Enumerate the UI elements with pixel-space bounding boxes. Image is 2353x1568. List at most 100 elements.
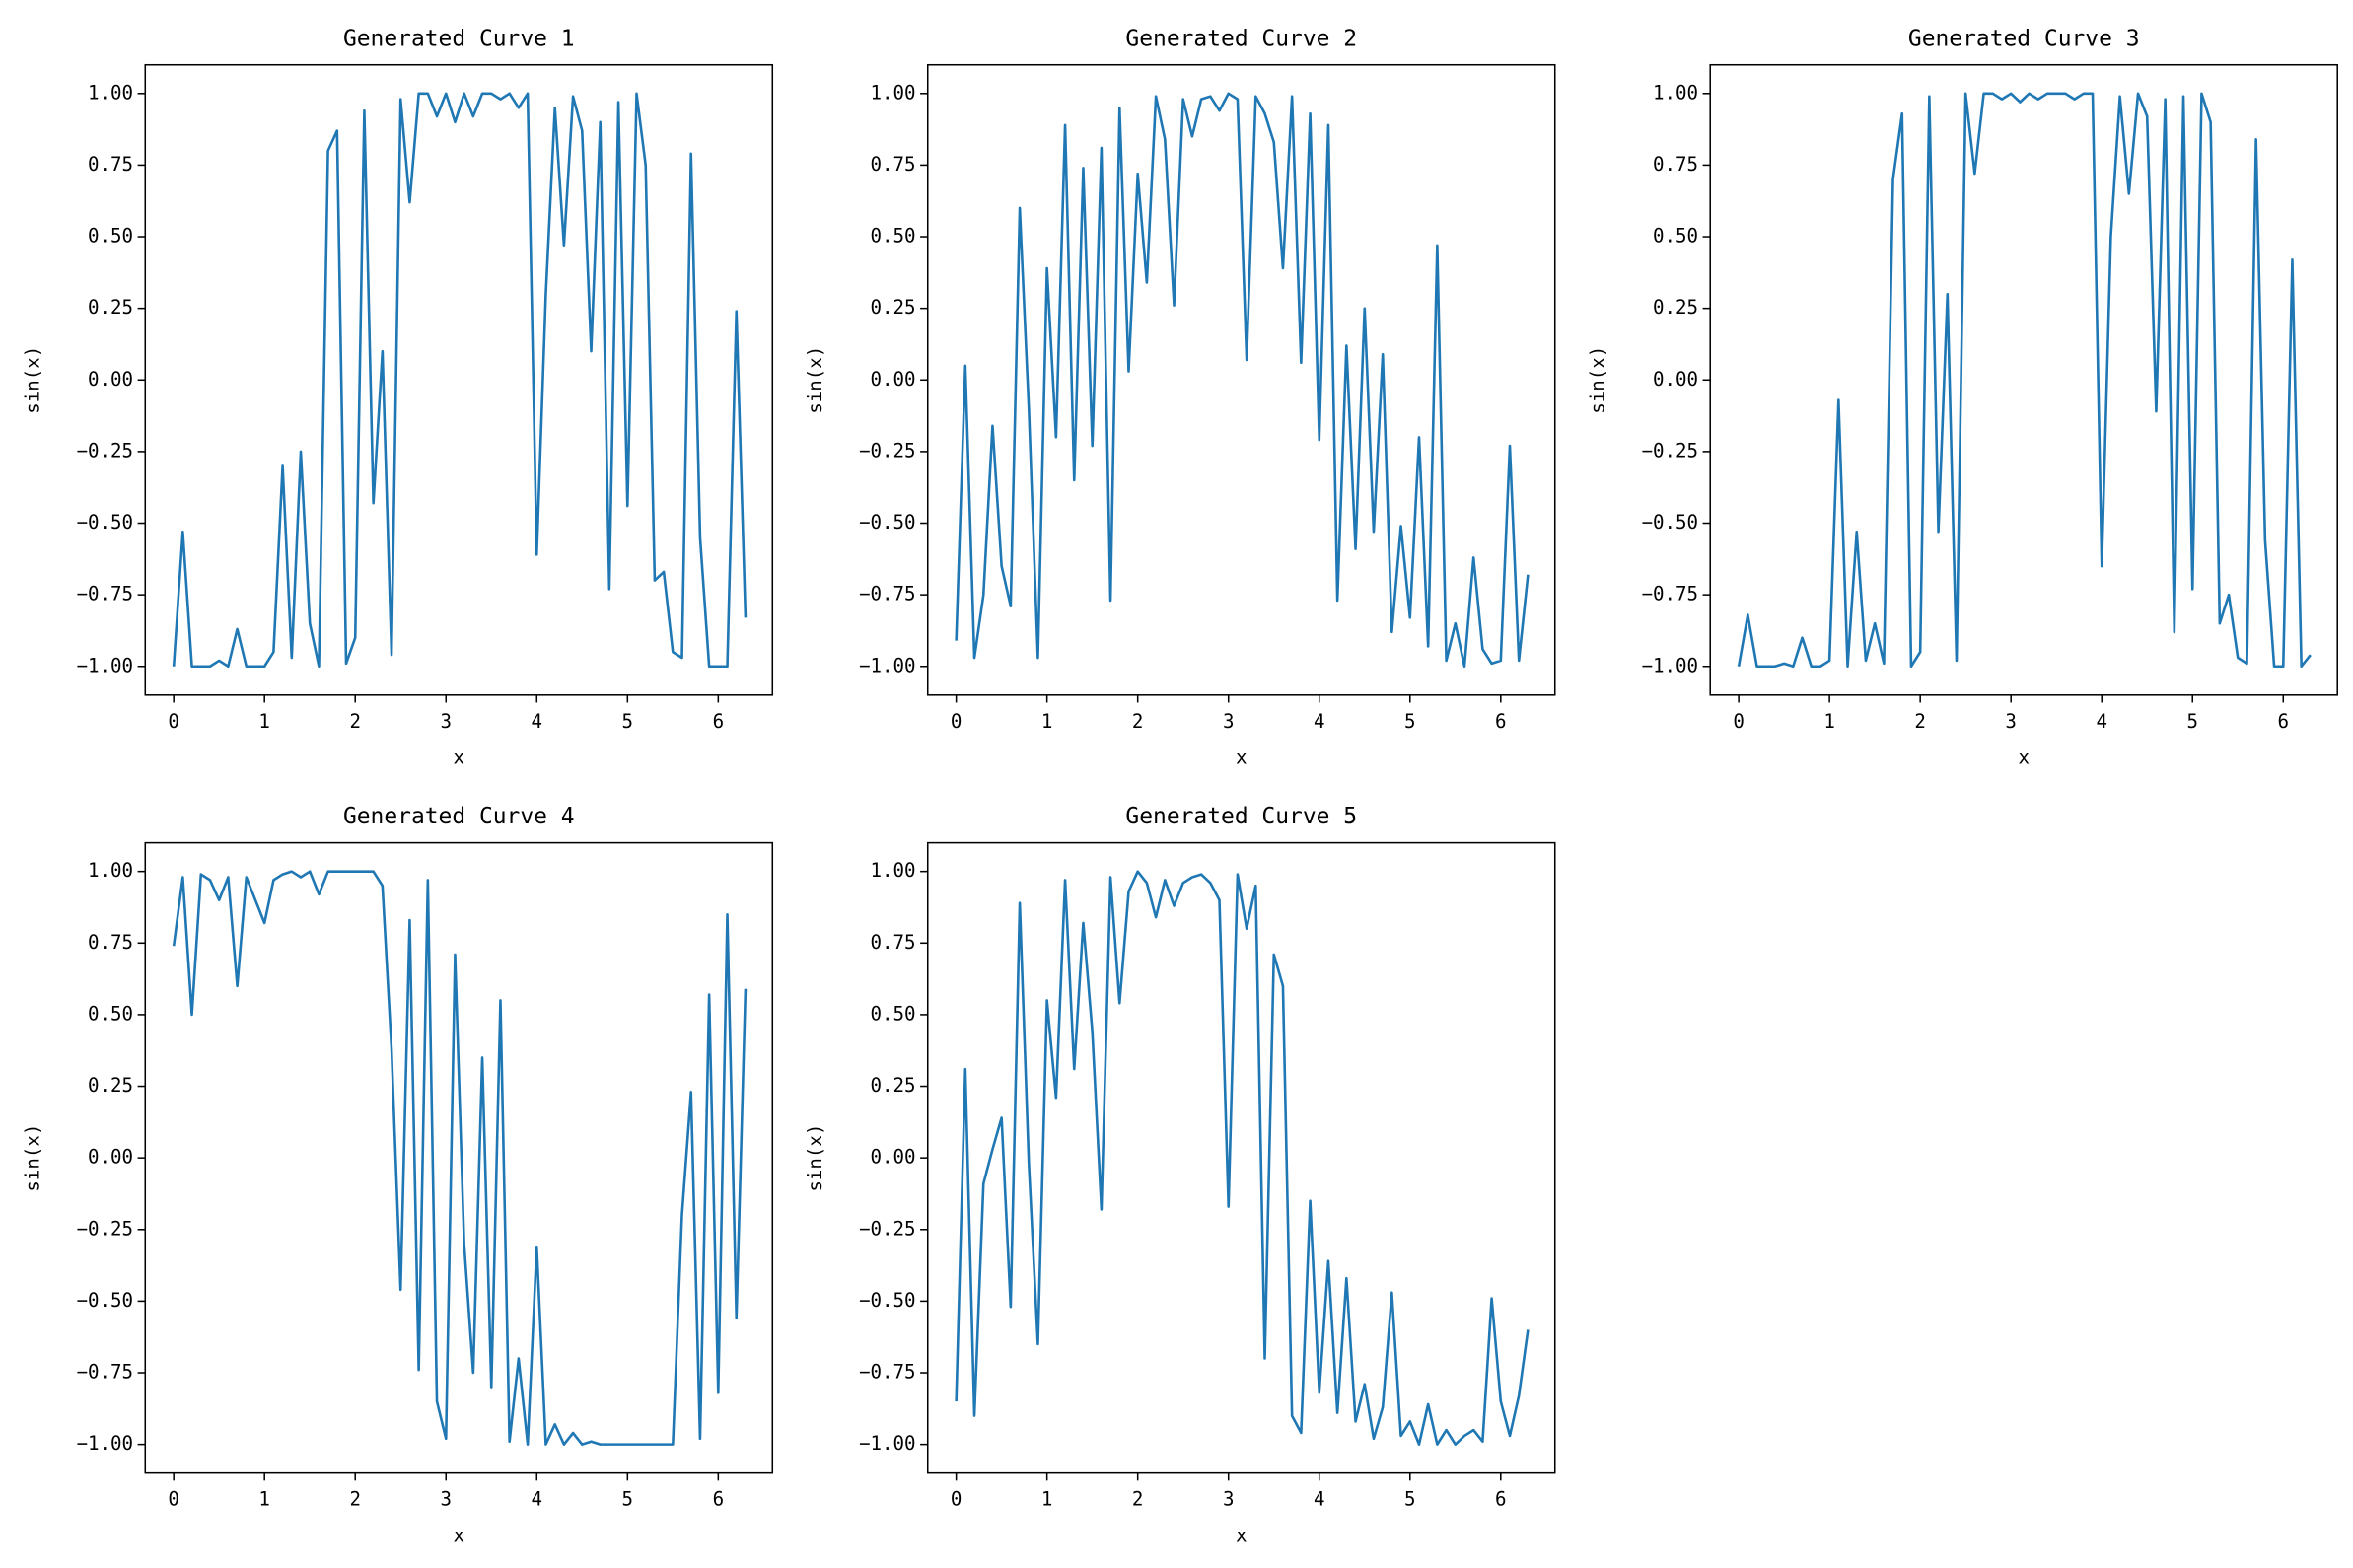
x-tick-label: 1 (1823, 710, 1835, 733)
x-tick-label: 1 (1041, 1488, 1053, 1511)
y-tick-label: 0.75 (870, 153, 915, 176)
x-tick-label: 4 (2096, 710, 2107, 733)
x-tick-label: 0 (1733, 710, 1745, 733)
plot-frame (1709, 63, 2338, 696)
y-tick-label: −0.75 (77, 583, 134, 606)
y-tick-label: 0.25 (88, 1074, 133, 1097)
y-tick-label: 0.75 (1653, 153, 1698, 176)
x-tick-label: 2 (1914, 710, 1926, 733)
y-axis-label: sin(x) (804, 1124, 826, 1192)
x-tick-label: 0 (951, 1488, 963, 1511)
y-tick-label: 1.00 (88, 81, 133, 104)
y-tick-label: −1.00 (77, 1432, 134, 1455)
y-tick-label: −0.50 (859, 511, 916, 534)
y-tick-label: 0.50 (870, 1002, 915, 1025)
y-tick-label: −0.50 (859, 1289, 916, 1312)
x-tick-label: 3 (440, 710, 452, 733)
x-tick-label: 3 (1223, 710, 1235, 733)
x-tick-label: 0 (168, 1488, 179, 1511)
y-axis-label: sin(x) (804, 346, 826, 414)
x-axis-label: x (1236, 747, 1248, 769)
plot-frame (926, 63, 1556, 696)
y-tick-label: 0.00 (1653, 368, 1698, 391)
y-tick-label: 0.75 (88, 153, 133, 176)
plot-frame (144, 841, 774, 1474)
x-tick-label: 6 (713, 1488, 725, 1511)
y-tick-label: −1.00 (859, 654, 916, 677)
y-tick-label: 0.25 (870, 296, 915, 319)
x-axis-label: x (1236, 1524, 1248, 1546)
y-tick-label: −0.25 (77, 1217, 134, 1240)
y-tick-label: 1.00 (870, 81, 915, 104)
y-tick-label: 1.00 (1653, 81, 1698, 104)
data-line (1737, 92, 2312, 669)
y-tick-label: 0.25 (1653, 296, 1698, 319)
plot-frame (926, 841, 1556, 1474)
x-tick-label: 0 (168, 710, 179, 733)
data-line (172, 92, 748, 669)
x-tick-label: 4 (532, 710, 543, 733)
y-tick-label: 0.00 (88, 368, 133, 391)
y-tick-label: 0.00 (870, 1146, 915, 1169)
y-tick-label: −1.00 (859, 1432, 916, 1455)
x-tick-label: 4 (1314, 1488, 1325, 1511)
y-axis-label: sin(x) (22, 346, 44, 414)
x-tick-label: 4 (532, 1488, 543, 1511)
y-tick-label: 0.75 (870, 931, 915, 954)
x-tick-label: 5 (1404, 710, 1416, 733)
x-tick-label: 2 (1132, 710, 1144, 733)
x-axis-label: x (2018, 747, 2030, 769)
x-tick-label: 0 (951, 710, 963, 733)
x-axis-label: x (454, 747, 465, 769)
y-tick-label: −0.75 (859, 583, 916, 606)
y-tick-label: 0.50 (88, 225, 133, 248)
y-tick-label: −0.75 (859, 1361, 916, 1384)
y-tick-label: −0.75 (1641, 583, 1698, 606)
x-tick-label: 6 (2278, 710, 2290, 733)
y-axis-label: sin(x) (1587, 346, 1609, 414)
x-tick-label: 4 (1314, 710, 1325, 733)
data-line (172, 870, 748, 1446)
y-tick-label: −0.50 (77, 511, 134, 534)
y-tick-label: 0.25 (870, 1074, 915, 1097)
x-tick-label: 1 (1041, 710, 1053, 733)
y-axis-label: sin(x) (22, 1124, 44, 1192)
chart-title: Generated Curve 1 (343, 26, 575, 51)
chart-title: Generated Curve 4 (343, 804, 575, 829)
y-tick-label: −1.00 (1641, 654, 1698, 677)
x-tick-label: 1 (258, 1488, 270, 1511)
y-tick-label: 0.75 (88, 931, 133, 954)
y-tick-label: 0.50 (88, 1002, 133, 1025)
x-tick-label: 6 (713, 710, 725, 733)
y-tick-label: −0.25 (859, 439, 916, 462)
x-tick-label: 3 (1223, 1488, 1235, 1511)
y-tick-label: −1.00 (77, 654, 134, 677)
y-tick-label: −0.50 (77, 1289, 134, 1312)
y-tick-label: −0.25 (77, 439, 134, 462)
data-line (955, 870, 1530, 1446)
chart-title: Generated Curve 3 (1908, 26, 2140, 51)
data-line (955, 92, 1530, 669)
chart-title: Generated Curve 2 (1125, 26, 1357, 51)
y-tick-label: 0.00 (870, 368, 915, 391)
x-tick-label: 3 (2005, 710, 2017, 733)
plot-frame (144, 63, 774, 696)
y-tick-label: 1.00 (870, 859, 915, 882)
y-tick-label: 0.50 (1653, 225, 1698, 248)
y-tick-label: −0.50 (1641, 511, 1698, 534)
y-tick-label: 1.00 (88, 859, 133, 882)
y-tick-label: 0.25 (88, 296, 133, 319)
chart-title: Generated Curve 5 (1125, 804, 1357, 829)
x-tick-label: 2 (349, 1488, 361, 1511)
x-tick-label: 2 (1132, 1488, 1144, 1511)
x-tick-label: 5 (2186, 710, 2198, 733)
y-tick-label: 0.50 (870, 225, 915, 248)
y-tick-label: −0.25 (859, 1217, 916, 1240)
x-tick-label: 6 (1495, 1488, 1507, 1511)
x-tick-label: 5 (622, 710, 634, 733)
x-tick-label: 2 (349, 710, 361, 733)
y-tick-label: 0.00 (88, 1146, 133, 1169)
x-tick-label: 5 (1404, 1488, 1416, 1511)
y-tick-label: −0.75 (77, 1361, 134, 1384)
